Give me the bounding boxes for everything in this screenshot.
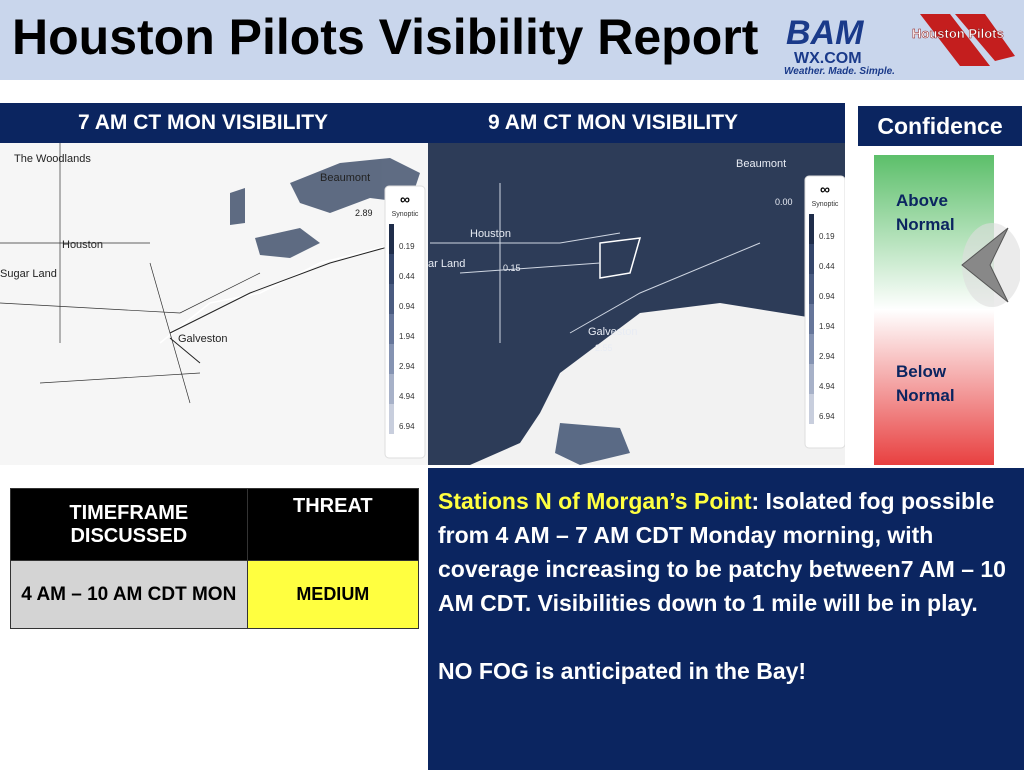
forecast: Stations N of Morgan’s Point: Isolated f… — [428, 468, 1024, 770]
station-value: 2.55 — [595, 343, 613, 353]
legend-swatch — [809, 334, 814, 364]
threat: MEDIUM — [246, 560, 420, 629]
legend-swatch — [809, 274, 814, 304]
legend-swatch — [389, 404, 394, 434]
legend-box — [384, 185, 426, 459]
legend-swatch — [389, 284, 394, 314]
coast — [169, 237, 421, 364]
place: Houston — [470, 228, 511, 240]
header — [0, 0, 1024, 80]
logos: BAM WX.COM Weather. Made. Simple. Housto… — [784, 14, 1015, 76]
legend-label: 6.94 — [399, 422, 415, 431]
legend-swatch — [809, 244, 814, 274]
confidence-above: Above Normal — [896, 191, 955, 234]
place-labels: The Woodlands Beaumont Houston Sugar Lan… — [0, 153, 373, 345]
legend-label: 1.94 — [399, 332, 415, 341]
place: Beaumont — [736, 158, 786, 170]
forecast-note: NO FOG is anticipated in the Bay! — [438, 658, 807, 684]
pilots-mark — [920, 14, 1015, 66]
logo-bam: BAM — [786, 14, 864, 52]
legend-symbol: ∞ — [820, 181, 830, 197]
legend-label: 0.19 — [399, 242, 415, 251]
place: Galveston — [178, 333, 228, 345]
legend-swatch — [389, 344, 394, 374]
legend-swatch — [809, 304, 814, 334]
legend-label: 2.94 — [399, 362, 415, 371]
legend-label: 2.94 — [819, 352, 835, 361]
roads — [430, 183, 761, 343]
maps: The Woodlands Beaumont Houston Sugar Lan… — [0, 143, 845, 465]
confidence-scale — [874, 155, 994, 465]
station-value: 2.89 — [355, 208, 373, 218]
confidence-below: Below Normal — [896, 362, 955, 405]
confidence-pointer — [961, 223, 1020, 307]
legend-label: 6.94 — [819, 412, 835, 421]
logo-wx: WX.COM — [794, 50, 862, 67]
station-value: 0.00 — [775, 197, 793, 207]
legend-swatch — [389, 224, 394, 254]
map-title-bar: 7 AM CT MON VISIBILITY 9 AM CT MON VISIB… — [0, 103, 845, 143]
forecast-highlight: Stations N of Morgan’s Point — [438, 488, 752, 514]
place: Houston — [62, 239, 103, 251]
legend-title: Synoptic — [812, 201, 839, 208]
legend-symbol: ∞ — [400, 191, 410, 207]
forecast-body: : Isolated fog possible from 4 AM – 7 AM… — [438, 488, 1006, 616]
legend-swatch — [809, 394, 814, 424]
legend-box — [804, 175, 845, 449]
legend: ∞ Synoptic 0.19 0.44 0.94 1.94 2.94 4.94 6.94 — [804, 175, 845, 449]
table-header: TIMEFRAME DISCUSSED — [10, 488, 248, 561]
place: Galveston — [588, 326, 638, 338]
legend-swatch — [389, 374, 394, 404]
place: Beaumont — [320, 172, 370, 184]
map-title: 7 AM CT MON VISIBILITY — [78, 111, 329, 134]
logo-tagline: Weather. Made. Simple. — [784, 66, 895, 76]
fog — [428, 143, 845, 465]
timeframe: 4 AM – 10 AM CDT MON — [10, 560, 248, 629]
legend-swatch — [389, 314, 394, 344]
map-title: 9 AM CT MON VISIBILITY — [488, 111, 739, 134]
legend-label: 4.94 — [399, 392, 415, 401]
confidence-title: Confidence — [858, 106, 1022, 146]
place: Sugar Land — [0, 268, 57, 280]
legend-label: 0.94 — [819, 292, 835, 301]
legend-label: 1.94 — [819, 322, 835, 331]
legend: ∞ Synoptic 0.19 0.44 0.94 1.94 2.94 4.94 6.94 — [384, 185, 426, 459]
table-header: THREAT — [246, 488, 420, 561]
legend-swatch — [809, 364, 814, 394]
place: The Woodlands — [14, 153, 91, 165]
legend-swatch — [809, 214, 814, 244]
legend-label: 4.94 — [819, 382, 835, 391]
legend-label: 0.44 — [819, 262, 835, 271]
fog — [555, 423, 630, 465]
legend-label: 0.44 — [399, 272, 415, 281]
legend-swatch — [389, 254, 394, 284]
title: Houston Pilots Visibility Report — [12, 9, 759, 65]
station-value: 0.15 — [503, 263, 521, 273]
threat-table: TIMEFRAME DISCUSSED THREAT 4 AM – 10 AM C… — [10, 488, 420, 629]
coast — [159, 237, 642, 344]
legend-label: 0.19 — [819, 232, 835, 241]
legend-title: Synoptic — [392, 211, 419, 218]
logo-pilots: Houston Pilots — [912, 26, 1004, 41]
place: ar Land — [428, 258, 465, 270]
legend-label: 0.94 — [399, 302, 415, 311]
place-labels: Beaumont Houston ar Land Galveston 0.00 … — [428, 158, 793, 353]
roads — [0, 143, 261, 404]
